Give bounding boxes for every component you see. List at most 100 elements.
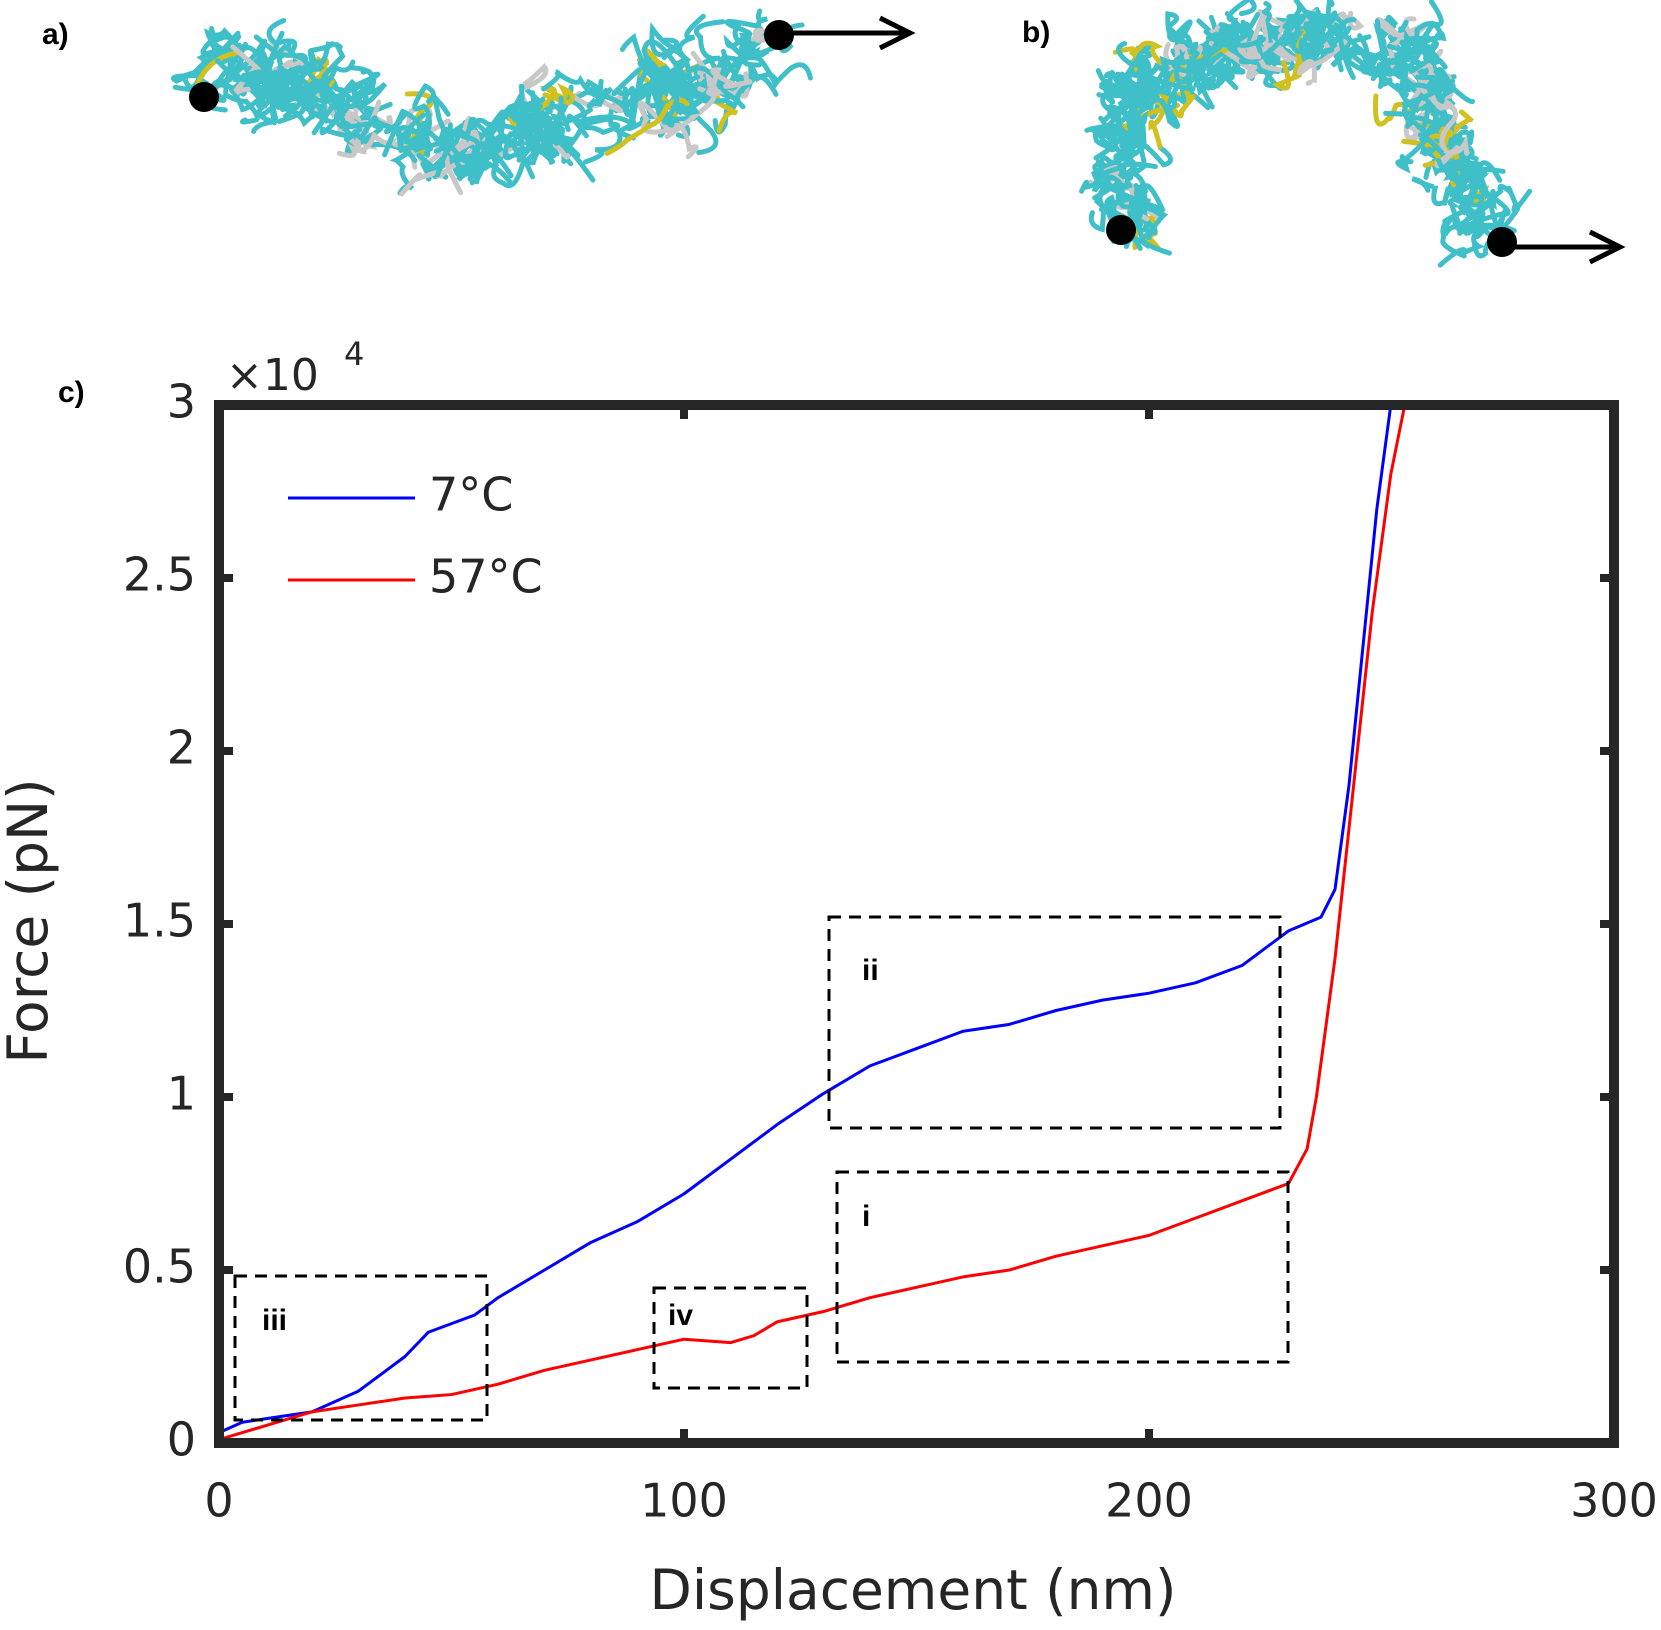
protein-illustrations xyxy=(170,0,1533,268)
protein-backbone xyxy=(266,17,327,127)
protein-backbone xyxy=(637,100,699,160)
annotation-box xyxy=(233,1274,489,1422)
protein-backbone xyxy=(1373,14,1399,90)
protein-backbone xyxy=(1097,162,1143,210)
annotation-box xyxy=(835,1170,1290,1364)
protein-backbone xyxy=(530,90,581,158)
protein-backbone xyxy=(541,69,637,126)
x-tick-label: 200 xyxy=(1105,1474,1193,1528)
protein-backbone xyxy=(750,27,778,50)
annotation-label: ii xyxy=(862,954,879,987)
protein-backbone xyxy=(537,82,575,112)
annotation-box xyxy=(652,1286,809,1390)
protein-backbone xyxy=(204,27,239,67)
protein-backbone xyxy=(249,68,279,134)
exponent-base: ×10 xyxy=(226,350,319,401)
protein-backbone xyxy=(301,59,356,112)
protein-backbone xyxy=(1224,0,1267,48)
protein-backbone xyxy=(372,114,431,153)
protein-backbone xyxy=(448,143,487,165)
protein-backbone xyxy=(1376,56,1428,94)
protein-backbone xyxy=(337,115,378,143)
axes-frame xyxy=(214,400,1619,1448)
x-axis-label: Displacement (nm) xyxy=(650,1558,1177,1622)
y-tick-label: 0.5 xyxy=(123,1240,196,1294)
protein-backbone xyxy=(290,41,334,123)
protein-backbone xyxy=(1237,13,1266,61)
protein-backbone xyxy=(1429,93,1458,157)
protein-backbone xyxy=(1436,158,1488,198)
protein-backbone xyxy=(1171,50,1214,89)
data-line xyxy=(218,404,1407,1441)
y-tick-label: 0 xyxy=(167,1413,196,1467)
protein-backbone xyxy=(566,113,636,141)
pull-arrow-head xyxy=(878,15,916,51)
protein-backbone xyxy=(1437,223,1512,268)
protein-backbone xyxy=(724,18,780,62)
protein-backbone xyxy=(705,67,753,97)
x-tick-label: 300 xyxy=(1570,1474,1658,1528)
panel-label: a) xyxy=(42,18,69,51)
plot: 0 0.5 1 1.5 2 2.5 3 0 100 200 300 7°C 57°C xyxy=(123,375,1658,1528)
protein-backbone xyxy=(613,37,679,114)
pull-dot xyxy=(1487,227,1517,257)
protein-backbone xyxy=(430,89,455,178)
protein-backbone xyxy=(1296,38,1348,86)
protein-backbone xyxy=(619,32,675,128)
protein-backbone xyxy=(511,83,555,154)
data-line xyxy=(218,404,1393,1434)
legend-label: 7°C xyxy=(429,468,513,522)
annotation-label: iv xyxy=(668,1299,693,1332)
protein-backbone xyxy=(1388,30,1447,75)
annotation-label: iii xyxy=(262,1304,287,1337)
protein-backbone xyxy=(1123,183,1150,250)
protein-backbone xyxy=(296,77,352,138)
legend-label: 57°C xyxy=(429,550,543,604)
protein-backbone xyxy=(214,58,279,106)
protein-backbone xyxy=(223,41,260,125)
protein-backbone xyxy=(340,102,387,150)
protein-backbone xyxy=(1422,41,1448,70)
protein-backbone xyxy=(1303,9,1356,81)
y-tick-label: 3 xyxy=(167,375,196,429)
protein-backbone xyxy=(1123,72,1159,126)
annotation-label: i xyxy=(862,1200,870,1233)
protein-backbone xyxy=(1374,18,1436,77)
protein-backbone xyxy=(1395,134,1463,186)
annotation-box xyxy=(827,915,1282,1130)
protein-backbone xyxy=(636,60,680,125)
protein-backbone xyxy=(1283,17,1335,55)
protein-backbone xyxy=(1440,193,1485,238)
protein-backbone xyxy=(1442,208,1508,251)
protein-backbone xyxy=(1103,95,1133,157)
protein-backbone xyxy=(1079,169,1164,211)
protein-backbone xyxy=(1116,40,1195,93)
y-tick-label: 2 xyxy=(167,721,196,775)
protein-backbone xyxy=(1411,176,1451,207)
x-tick-label: 100 xyxy=(640,1474,728,1528)
anchor-dot xyxy=(1106,215,1136,245)
protein-backbone xyxy=(525,95,564,166)
y-axis-label: Force (pN) xyxy=(0,778,60,1063)
protein-backbone xyxy=(1159,49,1224,72)
protein-backbone xyxy=(282,74,344,128)
y-tick-label: 1.5 xyxy=(123,894,196,948)
protein-backbone xyxy=(1379,68,1434,99)
y-tick-label: 2.5 xyxy=(123,548,196,602)
protein-backbone xyxy=(1095,123,1147,181)
pull-arrow-head xyxy=(1588,229,1626,265)
protein-backbone xyxy=(1434,134,1470,169)
panel-label: c) xyxy=(58,376,85,409)
protein-backbone xyxy=(382,108,433,158)
panel-label: b) xyxy=(1022,16,1050,49)
protein-backbone xyxy=(485,104,527,148)
x-tick-label: 0 xyxy=(204,1474,233,1528)
protein-backbone xyxy=(399,135,488,197)
y-tick-label: 1 xyxy=(167,1067,196,1121)
protein-backbone xyxy=(486,102,540,163)
exponent-power: 4 xyxy=(344,335,364,373)
protein-backbone xyxy=(1476,188,1503,239)
protein-backbone xyxy=(445,116,514,179)
protein-backbone xyxy=(1423,113,1457,142)
